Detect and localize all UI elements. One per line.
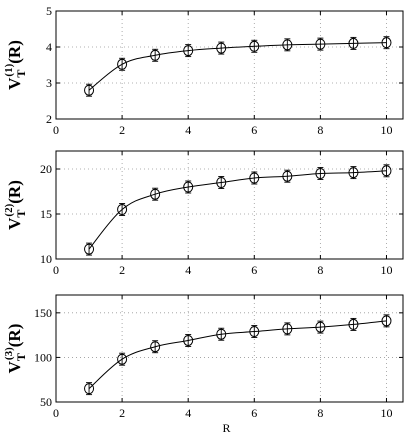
- x-tick-label: 10: [380, 123, 392, 137]
- y-axis-label: VT(2)(R): [3, 180, 28, 230]
- data-point: [216, 177, 227, 188]
- data-point: [150, 49, 161, 61]
- panel-2: 0 2 4 6 8 10 10 15 20 VT(2)(R): [3, 150, 404, 277]
- x-axis-label: R: [222, 421, 230, 435]
- plot-frame: [55, 10, 404, 120]
- x-tick-label: 0: [53, 406, 59, 420]
- series-line: [88, 42, 387, 91]
- x-tick-label: 10: [380, 263, 392, 277]
- x-tick-label: 4: [185, 123, 191, 137]
- data-point: [282, 323, 293, 335]
- x-tick-label: 2: [119, 263, 125, 277]
- x-tick-label: 6: [251, 123, 257, 137]
- y-tick-label: 10: [40, 252, 52, 266]
- data-point: [249, 40, 260, 52]
- data-point: [315, 321, 326, 333]
- x-tick-label: 2: [119, 406, 125, 420]
- x-tick-label: 0: [53, 123, 59, 137]
- series-line: [88, 320, 387, 390]
- data-point: [282, 39, 293, 51]
- y-label-main: V: [5, 77, 24, 90]
- data-point: [348, 318, 359, 330]
- y-label-sup: (1): [3, 63, 15, 76]
- data-point: [183, 181, 194, 193]
- data-point: [183, 45, 194, 57]
- data-point: [348, 167, 359, 179]
- data-point: [282, 170, 293, 182]
- data-point: [315, 38, 326, 50]
- data-point: [84, 243, 95, 255]
- data-point: [315, 168, 326, 179]
- x-tick-label: 4: [185, 263, 191, 277]
- x-tick-label: 0: [53, 263, 59, 277]
- data-point: [381, 37, 392, 49]
- plot-frame: [55, 294, 404, 403]
- y-label-main: V: [5, 217, 24, 230]
- x-tick-label: 2: [119, 123, 125, 137]
- x-tick-label: 6: [251, 406, 257, 420]
- data-point: [84, 84, 95, 96]
- y-label-sub: T: [14, 210, 28, 218]
- y-label-sup: (2): [3, 203, 15, 216]
- y-tick-label: 3: [46, 76, 52, 90]
- panel-3: 0 2 4 6 8 10 50 100 150 VT(3)(R) R: [3, 294, 404, 435]
- data-point: [216, 328, 227, 340]
- x-tick-label: 4: [185, 406, 191, 420]
- data-point: [117, 204, 128, 215]
- y-label-arg: (R): [5, 324, 24, 348]
- y-tick-label: 5: [46, 4, 52, 18]
- y-axis-label: VT(1)(R): [3, 40, 28, 90]
- y-tick-label: 20: [40, 162, 52, 176]
- series-line: [88, 170, 387, 250]
- data-point: [381, 315, 392, 327]
- y-label-main: V: [5, 360, 24, 373]
- y-label-arg: (R): [5, 180, 24, 204]
- y-tick-label: 15: [40, 207, 52, 221]
- y-label-sub: T: [14, 353, 28, 361]
- y-tick-label: 2: [46, 112, 52, 126]
- y-tick-label: 4: [46, 40, 52, 54]
- x-tick-label: 10: [380, 406, 392, 420]
- y-label-sub: T: [14, 70, 28, 78]
- data-point: [117, 353, 128, 365]
- x-tick-label: 8: [317, 406, 323, 420]
- plot-frame: [55, 150, 404, 260]
- data-point: [381, 165, 392, 177]
- x-tick-label: 8: [317, 263, 323, 277]
- y-label-arg: (R): [5, 40, 24, 64]
- data-point: [150, 341, 161, 353]
- y-axis-label: VT(3)(R): [3, 324, 28, 374]
- y-label-sup: (3): [3, 347, 15, 360]
- y-tick-label: 100: [34, 350, 52, 364]
- data-point: [117, 58, 128, 70]
- data-point: [249, 172, 260, 184]
- y-tick-label: 50: [40, 395, 52, 409]
- data-point: [216, 42, 227, 54]
- x-tick-label: 8: [317, 123, 323, 137]
- y-tick-label: 150: [34, 306, 52, 320]
- data-point: [249, 326, 260, 338]
- data-point: [183, 334, 194, 346]
- data-point: [84, 383, 95, 395]
- data-point: [150, 188, 161, 200]
- x-tick-label: 6: [251, 263, 257, 277]
- data-point: [348, 37, 359, 49]
